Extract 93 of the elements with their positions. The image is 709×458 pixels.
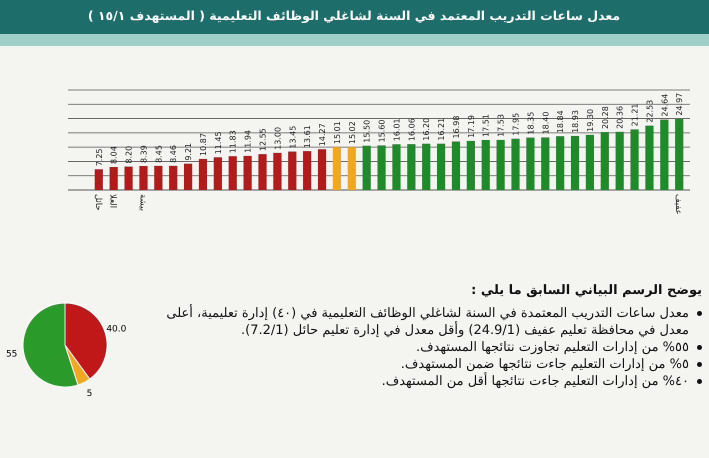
bar [332, 147, 342, 190]
bar [318, 149, 326, 190]
bar [660, 120, 668, 190]
data-label: 24.97 [675, 92, 684, 116]
bar [110, 167, 118, 190]
data-label: 19.30 [586, 108, 595, 132]
bar [273, 152, 282, 190]
data-label: 20.36 [616, 106, 625, 129]
text: ٥٥% من إدارات التعليم تجاوزت نتائجها المستهدف. [416, 339, 689, 356]
text: ٥% من إدارات التعليم جاءت نتائجها ضمن المستهدف. [400, 356, 689, 372]
bar [586, 134, 594, 190]
data-label: 11.94 [244, 130, 253, 153]
bar [541, 137, 550, 190]
data-label: 22.53 [645, 100, 654, 123]
data-label: 11.83 [228, 130, 238, 154]
bar [228, 156, 237, 190]
data-label: 16.21 [437, 118, 446, 141]
data-label: 16.06 [407, 118, 416, 142]
data-label: 17.19 [466, 114, 476, 138]
data-label: 11.45 [214, 131, 223, 154]
data-label: 9.21 [184, 142, 194, 161]
data-label: 8.46 [169, 145, 178, 163]
bar [482, 140, 490, 190]
bar [392, 144, 401, 190]
text: معدل ساعات التدريب المعتمدة في السنة لشاغلي الوظائف التعليمية في (٤٠) إدارة تعليمية، أعلى معدل في محافظة تعليم عفيف (24.9/1) وأقل معدل في إدارة تعليم حائل (7.2/1). [165, 305, 689, 339]
bar [303, 151, 312, 190]
bar [154, 166, 162, 190]
data-label: 15.50 [362, 120, 372, 143]
bar [244, 156, 252, 190]
data-label: 40.0 [106, 324, 127, 334]
bar [645, 126, 654, 190]
bar [436, 144, 446, 190]
x-tick-label: عفيف [673, 194, 684, 215]
bar [675, 118, 684, 190]
data-label: 13.61 [303, 125, 312, 148]
bar [288, 152, 296, 190]
data-label: 18.84 [556, 110, 566, 134]
bar [214, 157, 222, 190]
bar [526, 138, 534, 190]
data-label: 15.60 [378, 120, 387, 142]
data-label: 21.21 [630, 103, 640, 126]
bar [466, 140, 475, 190]
data-label: 16.98 [452, 116, 461, 138]
bar [198, 158, 208, 190]
data-label: 15.01 [332, 121, 342, 144]
bar [258, 154, 267, 190]
x-tick-label: حائل [92, 194, 103, 211]
data-label: 13.45 [288, 126, 298, 149]
bar [169, 166, 178, 190]
bar [570, 136, 580, 190]
bar [452, 141, 460, 190]
x-tick-label: بيشة [137, 194, 148, 212]
data-label: 18.93 [571, 110, 580, 133]
text: يوضح الرسم البياني السابق ما يلي : [470, 282, 702, 299]
data-label: 8.45 [154, 145, 164, 163]
data-label: 17.51 [482, 114, 491, 137]
data-label: 12.55 [258, 128, 268, 152]
bar [139, 166, 148, 190]
data-label: 8.39 [139, 145, 148, 164]
bar [94, 169, 103, 190]
data-label: 15.02 [348, 121, 357, 144]
data-label: 20.28 [600, 106, 610, 130]
data-label: 5 [86, 389, 92, 400]
bar [630, 129, 639, 190]
data-label: 16.01 [392, 118, 402, 142]
data-label: 24.64 [660, 94, 670, 117]
data-label: 7.25 [94, 148, 104, 166]
bar [422, 144, 430, 190]
data-label: 10.87 [198, 133, 208, 156]
data-label: 8.04 [110, 146, 119, 164]
chart-title: معدل ساعات التدريب المعتمد في السنة لشاغلي الوظائف التعليمية ( المستهدف ١٥/١ ) [88, 8, 620, 24]
data-label: 16.20 [422, 118, 432, 141]
bar [348, 147, 356, 190]
bar [600, 132, 609, 190]
bar [496, 140, 505, 190]
bar [616, 132, 624, 190]
bar [184, 164, 192, 190]
data-label: 18.40 [541, 112, 550, 134]
bar [407, 144, 416, 190]
data-label: 8.20 [124, 146, 134, 164]
bar [511, 138, 520, 190]
data-label: 17.95 [512, 112, 520, 136]
x-tick-label: العلا [108, 194, 118, 208]
text: ٤٠% من إدارات التعليم جاءت نتائجها أقل من المستهدف. [382, 373, 689, 390]
bar [362, 146, 371, 190]
data-label: 17.53 [496, 114, 506, 137]
data-label: 18.35 [526, 112, 536, 135]
data-label: 13.00 [273, 126, 282, 150]
data-label: 55 [6, 349, 18, 360]
bar [556, 136, 564, 190]
data-label: 14.27 [318, 123, 328, 146]
bar [124, 166, 133, 190]
bar [377, 145, 386, 190]
